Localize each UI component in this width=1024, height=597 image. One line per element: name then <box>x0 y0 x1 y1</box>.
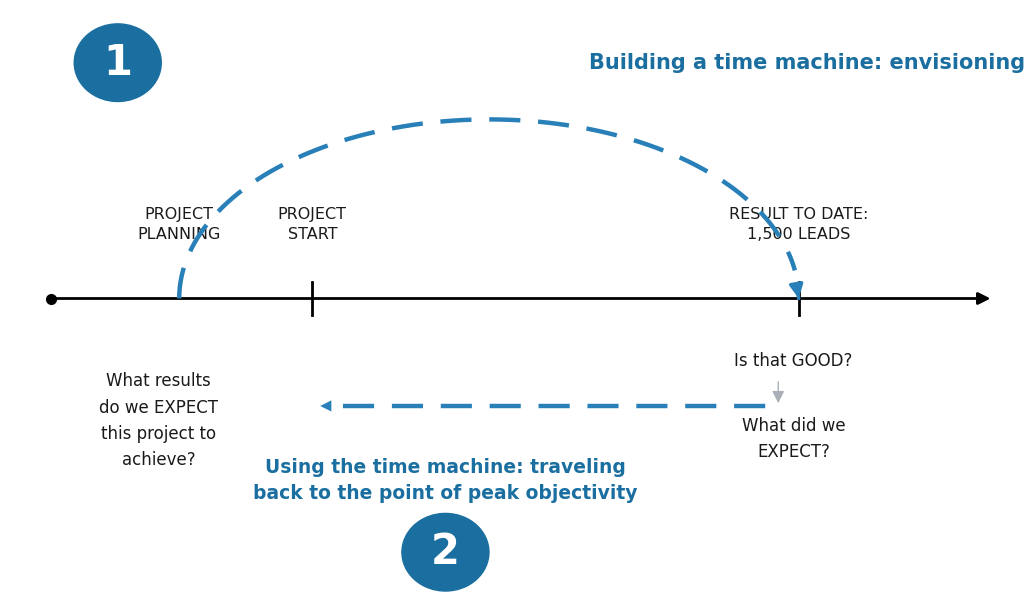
Text: Using the time machine: traveling
back to the point of peak objectivity: Using the time machine: traveling back t… <box>253 458 638 503</box>
Text: PROJECT
START: PROJECT START <box>278 207 347 242</box>
Ellipse shape <box>75 24 162 101</box>
Text: What did we
EXPECT?: What did we EXPECT? <box>741 417 846 461</box>
Text: Is that GOOD?: Is that GOOD? <box>734 352 853 370</box>
Text: 1: 1 <box>103 42 132 84</box>
Text: 2: 2 <box>431 531 460 573</box>
Text: Building a time machine: envisioning a desired future: Building a time machine: envisioning a d… <box>589 53 1024 73</box>
Text: PROJECT
PLANNING: PROJECT PLANNING <box>137 207 221 242</box>
Ellipse shape <box>401 513 489 591</box>
Text: What results
do we EXPECT
this project to
achieve?: What results do we EXPECT this project t… <box>99 373 218 469</box>
Text: RESULT TO DATE:
1,500 LEADS: RESULT TO DATE: 1,500 LEADS <box>729 207 868 242</box>
